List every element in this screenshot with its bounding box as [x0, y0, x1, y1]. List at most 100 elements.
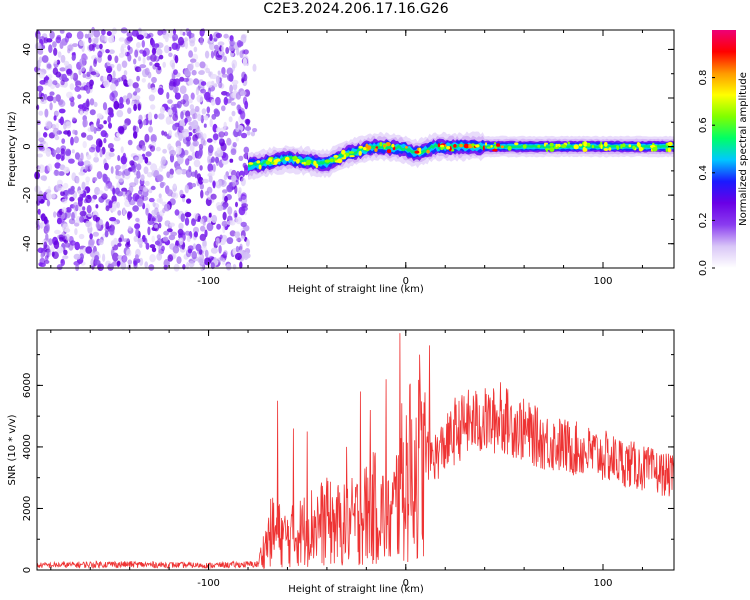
- noise-dot: [41, 95, 45, 102]
- noise-dot: [89, 98, 95, 106]
- colorbar-tick-label: 0.8: [698, 70, 709, 86]
- noise-dot: [223, 131, 229, 137]
- signal-hotspot: [591, 144, 595, 149]
- noise-dot: [85, 246, 93, 254]
- noise-dot: [231, 174, 237, 182]
- noise-dot: [53, 149, 57, 154]
- noise-dot: [99, 43, 103, 50]
- noise-dot: [92, 231, 100, 237]
- noise-dot: [210, 193, 217, 200]
- noise-dot: [82, 141, 87, 149]
- noise-dot: [118, 37, 126, 42]
- signal-hotspot: [603, 141, 608, 147]
- noise-dot: [107, 115, 111, 123]
- noise-dot: [159, 106, 165, 115]
- noise-dot: [88, 146, 96, 153]
- noise-dot: [156, 252, 163, 261]
- noise-dot: [193, 112, 198, 120]
- signal-hotspot: [267, 158, 273, 162]
- noise-dot: [174, 209, 180, 216]
- heatmap-xlabel: Height of straight line (km): [288, 284, 424, 295]
- noise-dot: [139, 64, 147, 69]
- noise-dot: [163, 131, 168, 137]
- snr-ylabel: SNR (10 * v/v): [7, 414, 18, 485]
- noise-dot: [147, 71, 152, 79]
- noise-dot: [239, 261, 243, 269]
- noise-dot: [173, 103, 180, 108]
- noise-dot: [37, 70, 42, 76]
- noise-dot: [126, 248, 132, 257]
- noise-dot: [53, 47, 58, 57]
- noise-dot: [221, 105, 226, 112]
- signal-hotspot: [391, 143, 395, 148]
- snr-ytick-label: 4000: [22, 434, 33, 459]
- noise-dot: [93, 37, 99, 45]
- noise-dot: [145, 151, 152, 157]
- noise-dot: [77, 104, 84, 109]
- noise-dot: [52, 41, 57, 48]
- signal-hotspot: [493, 142, 497, 145]
- snr-xtick-label: 100: [593, 578, 612, 589]
- signal-hotspot: [387, 149, 392, 154]
- noise-dot: [215, 158, 220, 167]
- noise-dot: [108, 122, 112, 129]
- noise-dot: [93, 101, 98, 108]
- heatmap-panel: -100 0 100 40 20 0 -20 -40 Height of straight l…: [7, 26, 675, 295]
- noise-dot: [50, 84, 56, 90]
- noise-dot: [179, 189, 184, 197]
- noise-dot: [74, 77, 78, 84]
- snr-xtick-label: 0: [403, 578, 409, 589]
- noise-dot: [139, 49, 145, 54]
- signal-hotspot: [492, 148, 498, 152]
- noise-dot: [61, 213, 66, 220]
- noise-dot: [219, 234, 223, 240]
- noise-dot: [154, 224, 158, 229]
- noise-dot: [117, 155, 121, 162]
- noise-dot: [144, 180, 150, 186]
- noise-dot: [89, 163, 93, 171]
- noise-dot: [235, 137, 239, 142]
- signal-hotspot: [600, 144, 603, 150]
- noise-dot: [83, 160, 91, 167]
- noise-dot: [244, 126, 252, 131]
- noise-dot: [184, 117, 188, 124]
- noise-dot: [46, 192, 52, 200]
- noise-dot: [70, 185, 75, 191]
- noise-dot: [86, 205, 92, 214]
- noise-dot: [168, 52, 173, 58]
- noise-dot: [49, 91, 55, 96]
- noise-dot: [184, 184, 189, 194]
- noise-dot: [210, 73, 218, 80]
- noise-dot: [186, 261, 189, 270]
- signal-hotspot: [446, 146, 451, 150]
- noise-dot: [92, 214, 98, 222]
- noise-dot: [90, 71, 97, 76]
- noise-dot: [178, 222, 184, 230]
- noise-dot: [132, 29, 139, 37]
- noise-dot: [150, 134, 157, 143]
- noise-dot: [179, 28, 183, 36]
- noise-dot: [132, 205, 139, 212]
- noise-dot: [68, 158, 75, 164]
- noise-dot: [147, 82, 152, 90]
- noise-dot: [156, 234, 161, 240]
- noise-dot: [172, 85, 179, 93]
- heatmap-ytick-label: 0: [22, 143, 33, 149]
- noise-dot: [62, 255, 69, 260]
- signal-hotspot: [500, 145, 504, 149]
- noise-dot: [132, 125, 137, 132]
- noise-dot: [55, 147, 61, 154]
- signal-hotspot: [583, 141, 588, 147]
- noise-dot: [77, 190, 84, 195]
- noise-dot: [60, 190, 65, 197]
- noise-dot: [60, 185, 65, 193]
- noise-dot: [67, 130, 71, 137]
- noise-dot: [238, 41, 244, 47]
- signal-hotspot: [363, 146, 367, 151]
- signal-hotspot: [665, 147, 668, 152]
- noise-dot: [193, 78, 200, 85]
- noise-dot: [138, 67, 142, 72]
- noise-dot: [120, 155, 128, 165]
- noise-dot: [39, 80, 46, 85]
- noise-dot: [218, 131, 225, 138]
